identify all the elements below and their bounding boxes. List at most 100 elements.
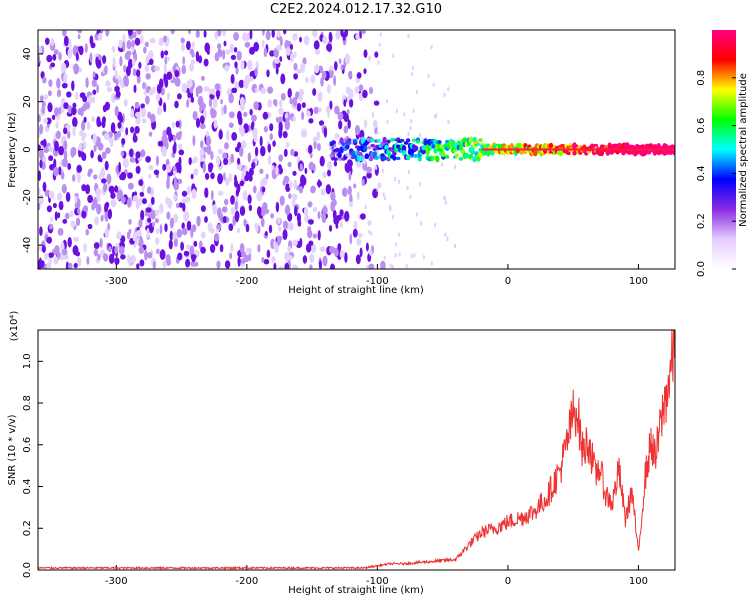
spectrogram-cell xyxy=(441,150,446,158)
spectrogram-cell xyxy=(366,172,372,179)
spectrogram-cell xyxy=(114,246,119,255)
spectrogram-cell xyxy=(101,151,107,160)
spectrogram-cell xyxy=(363,49,368,58)
spectrogram-cell xyxy=(136,263,140,269)
spectrogram-cell xyxy=(188,78,193,88)
spectrogram-cell xyxy=(264,231,268,236)
spectrogram-cell xyxy=(83,205,88,212)
spectrogram-cell xyxy=(93,196,97,206)
spectrogram-cell xyxy=(389,263,392,268)
spectrogram-cell xyxy=(212,204,218,215)
spectrogram-cell xyxy=(120,196,126,204)
spectrogram-cell xyxy=(73,236,80,242)
spectrogram-cell xyxy=(410,72,413,77)
spectrogram-cell xyxy=(217,173,224,185)
spectrogram-cell xyxy=(228,172,232,183)
spectrogram-cell xyxy=(230,153,235,164)
snr-y-tick-label: 1.0 xyxy=(22,353,33,369)
spectrogram-cell xyxy=(285,142,290,148)
spectrogram-cell xyxy=(176,202,180,209)
spectrogram-cell xyxy=(228,122,234,128)
snr-x-ticks: -300 -200 -100 0 100 xyxy=(105,565,648,587)
spectrogram-cell xyxy=(454,244,456,248)
spectrogram-cell xyxy=(200,75,205,81)
spectrogram-cell xyxy=(131,39,135,48)
spectrogram-cell xyxy=(54,107,59,117)
spectrogram-cell xyxy=(317,142,321,152)
spectrogram-cell xyxy=(369,86,373,95)
spectrogram-cell xyxy=(174,100,179,109)
spectrogram-cell xyxy=(370,231,373,236)
spectrogram-cell xyxy=(43,252,49,260)
spectrogram-cell xyxy=(222,30,226,37)
spectrogram-cell xyxy=(413,145,419,152)
spectrogram-cell xyxy=(375,165,378,170)
spectrogram-cell xyxy=(381,168,384,173)
spectrogram-cell xyxy=(364,153,370,160)
spectrogram-cell xyxy=(101,178,107,184)
spectrogram-cell xyxy=(223,158,229,166)
spectrogram-cell xyxy=(177,178,183,184)
spectrogram-cell xyxy=(355,254,361,265)
spectrogram-cell xyxy=(279,99,283,108)
spectrogram-cell xyxy=(224,260,231,269)
spectrogram-cell xyxy=(103,133,110,140)
spectrogram-cell xyxy=(389,204,392,209)
spectrogram-cell xyxy=(364,205,367,209)
spectrogram-cell xyxy=(206,144,212,155)
spectrogram-cell xyxy=(173,134,176,143)
spectrogram-cell xyxy=(464,152,469,159)
spectrogram-cell xyxy=(105,147,111,155)
spectrogram-cell xyxy=(273,240,277,249)
spectrogram-cell xyxy=(317,230,321,241)
snr-panel: 0.0 0.2 0.4 0.6 0.8 1.0 -300 -200 -100 0 100 Heig… xyxy=(7,311,676,596)
spectrogram-cell xyxy=(145,156,152,163)
spectrogram-cell xyxy=(275,165,279,176)
spectrogram-cell xyxy=(301,102,306,108)
spectrogram-cell xyxy=(345,143,350,150)
spectrogram-cell xyxy=(354,86,360,94)
spectrogram-cell xyxy=(340,64,344,71)
spectrogram-cell xyxy=(444,200,447,205)
spectrogram-cell xyxy=(143,46,147,54)
spectrogram-cell xyxy=(330,200,335,212)
spectrogram-cell xyxy=(303,35,310,46)
spectrogram-cell xyxy=(90,150,94,159)
spectrogram-cell xyxy=(120,150,125,157)
spectrogram-cell xyxy=(79,130,84,137)
spectrogram-cell xyxy=(119,189,123,197)
spectrogram-cell xyxy=(62,158,68,168)
spectrogram-cell xyxy=(275,66,279,75)
snr-y-tick-label: 0.2 xyxy=(22,520,33,536)
spectrogram-cell xyxy=(262,111,269,120)
spectrogram-cell xyxy=(261,39,265,48)
spectrogram-cell xyxy=(180,37,185,44)
spectrogram-cell xyxy=(329,65,334,71)
spectrogram-cell xyxy=(308,144,313,155)
spectrogram-cell xyxy=(66,91,72,98)
spectrogram-cell xyxy=(334,133,340,139)
spectrogram-cell xyxy=(233,47,238,53)
spectrogram-cell xyxy=(276,30,281,38)
spectrogram-cell xyxy=(427,73,430,78)
spectrogram-cell xyxy=(307,229,313,239)
spectrogram-cell xyxy=(50,62,56,68)
spectrogram-cell xyxy=(254,146,259,157)
spectrogram-cell xyxy=(309,152,313,159)
spectrogram-cell xyxy=(318,260,322,269)
spectrogram-cell xyxy=(435,155,440,163)
spectrogram-cell xyxy=(412,66,414,71)
spectrogram-cell xyxy=(337,243,342,251)
spectrogram-cell xyxy=(298,93,304,102)
spectrogram-cell xyxy=(181,227,188,236)
spectrogram-cell xyxy=(263,47,268,58)
spectrogram-cell xyxy=(89,52,93,63)
spectrogram-cell xyxy=(238,116,243,126)
spectrogram-cell xyxy=(121,138,126,145)
spectrogram-cell xyxy=(98,173,102,181)
spectrogram-cell xyxy=(206,135,212,146)
spectrogram-cell xyxy=(53,256,59,265)
spectrogram-cell xyxy=(323,127,328,138)
spectrogram-cell xyxy=(262,30,265,36)
spectrogram-cell xyxy=(348,71,353,79)
